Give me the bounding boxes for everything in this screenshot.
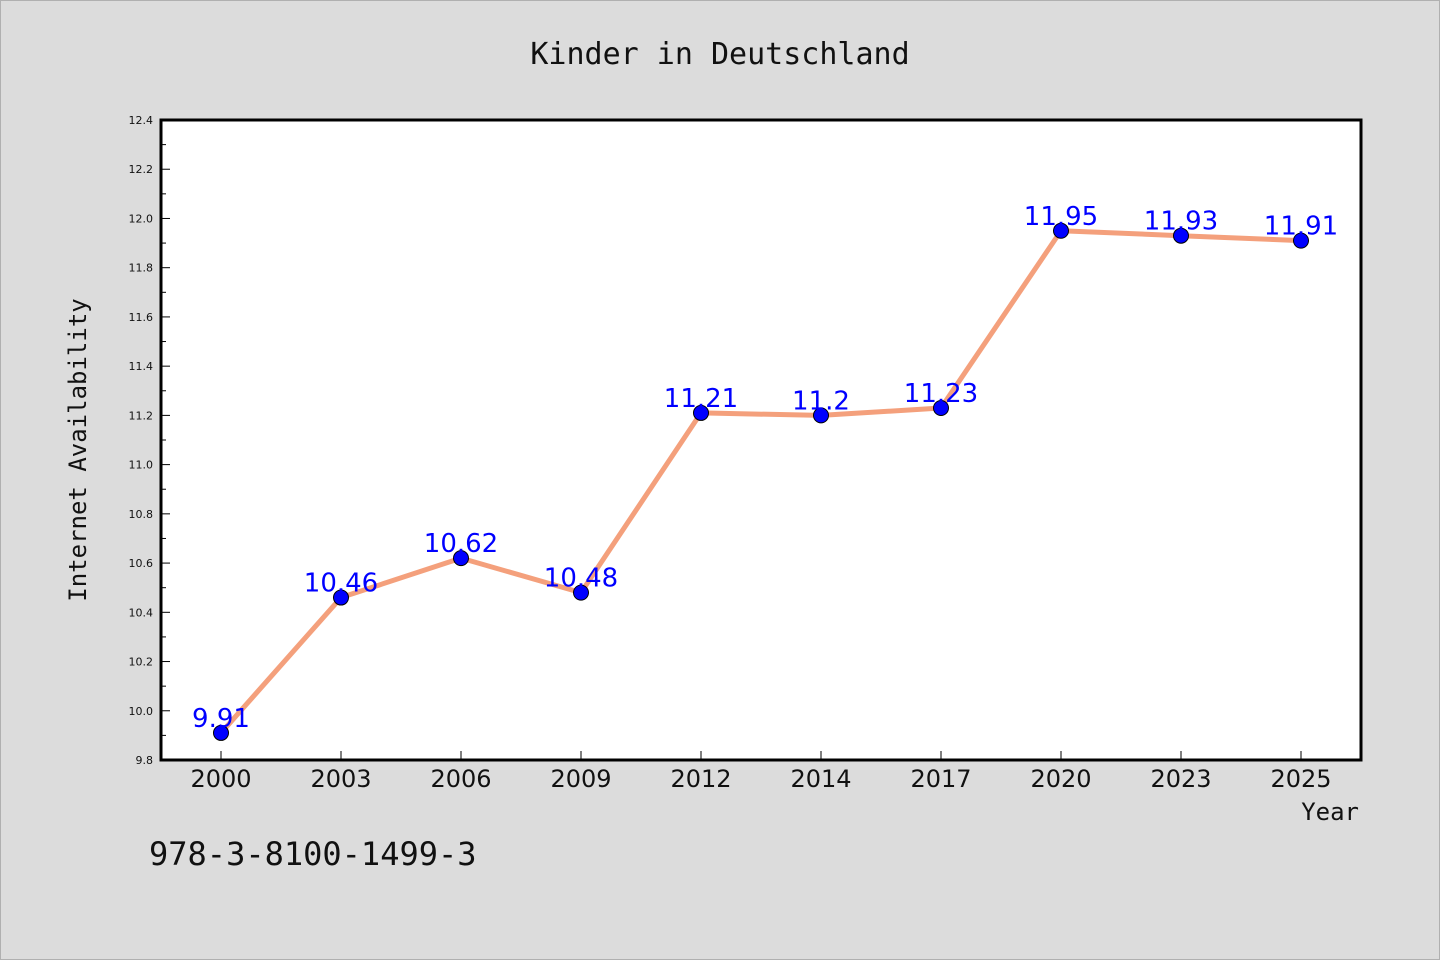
data-label: 11.2 xyxy=(792,386,850,416)
y-axis-label: Internet Availability xyxy=(64,298,92,601)
x-tick-label: 2020 xyxy=(1030,765,1091,793)
y-tick-label: 12.4 xyxy=(129,114,154,127)
data-point-marker xyxy=(813,407,829,424)
x-tick-label: 2012 xyxy=(670,765,731,793)
y-tick-label: 10.4 xyxy=(129,606,154,619)
x-tick-label: 2023 xyxy=(1150,765,1211,793)
data-label: 11.23 xyxy=(904,379,978,409)
x-tick-label: 2017 xyxy=(910,765,971,793)
y-tick-label: 12.2 xyxy=(129,163,154,176)
data-point-marker xyxy=(693,404,709,421)
y-tick-label: 9.8 xyxy=(136,754,154,767)
x-tick-label: 2000 xyxy=(190,765,251,793)
series-line xyxy=(218,228,1304,736)
x-tick-label: 2014 xyxy=(790,765,851,793)
data-point-marker xyxy=(1293,232,1309,249)
data-point-marker xyxy=(1053,222,1069,239)
data-point-marker xyxy=(933,400,949,416)
x-tick-label: 2003 xyxy=(310,765,371,793)
data-point-marker xyxy=(333,589,349,606)
y-tick-label: 10.2 xyxy=(129,656,154,669)
series-layer xyxy=(213,222,1309,741)
x-tick-label: 2025 xyxy=(1270,765,1331,793)
y-tick-label: 10.8 xyxy=(129,508,154,521)
x-tick-label: 2009 xyxy=(550,765,611,793)
isbn-annotation: 978-3-8100-1499-3 xyxy=(149,835,477,873)
y-tick-label: 11.6 xyxy=(129,311,154,324)
data-label: 10.62 xyxy=(424,529,498,559)
chart-title: Kinder in Deutschland xyxy=(530,37,909,72)
y-tick-label: 11.0 xyxy=(129,459,154,472)
y-tick-label: 11.4 xyxy=(129,360,154,373)
data-label: 9.91 xyxy=(192,704,250,734)
plot-area xyxy=(161,120,1361,760)
data-label: 11.21 xyxy=(664,384,738,414)
y-axis-ticks: 9.8 10.0 10.2 10.4 10.6 10.8 11.0 11.2 11.4 11.6 1… xyxy=(129,114,170,767)
plot-frame xyxy=(159,118,1363,762)
data-point-marker xyxy=(573,584,589,601)
y-tick-label: 11.2 xyxy=(129,409,154,422)
data-point-marker xyxy=(1173,227,1189,244)
y-tick-label: 10.0 xyxy=(129,705,154,718)
y-tick-label: 12.0 xyxy=(129,212,154,225)
data-label-layer: 9.91 10.46 10.62 10.48 11.21 11.2 11.23 11.95 11… xyxy=(192,202,1338,734)
data-label: 11.95 xyxy=(1024,202,1098,232)
x-axis-label: Year xyxy=(1301,798,1359,826)
y-tick-label: 10.6 xyxy=(129,557,154,570)
y-tick-label: 11.8 xyxy=(129,262,154,275)
data-label: 10.46 xyxy=(304,569,378,599)
x-axis-ticks: 2000 2003 2006 2009 2012 2014 2017 2020 2023 2025 xyxy=(190,751,1332,793)
data-label: 11.91 xyxy=(1264,212,1338,242)
data-label: 11.93 xyxy=(1144,207,1218,237)
data-label: 10.48 xyxy=(544,564,618,594)
x-tick-label: 2006 xyxy=(430,765,491,793)
data-point-marker xyxy=(213,724,229,741)
data-point-marker xyxy=(453,550,469,567)
